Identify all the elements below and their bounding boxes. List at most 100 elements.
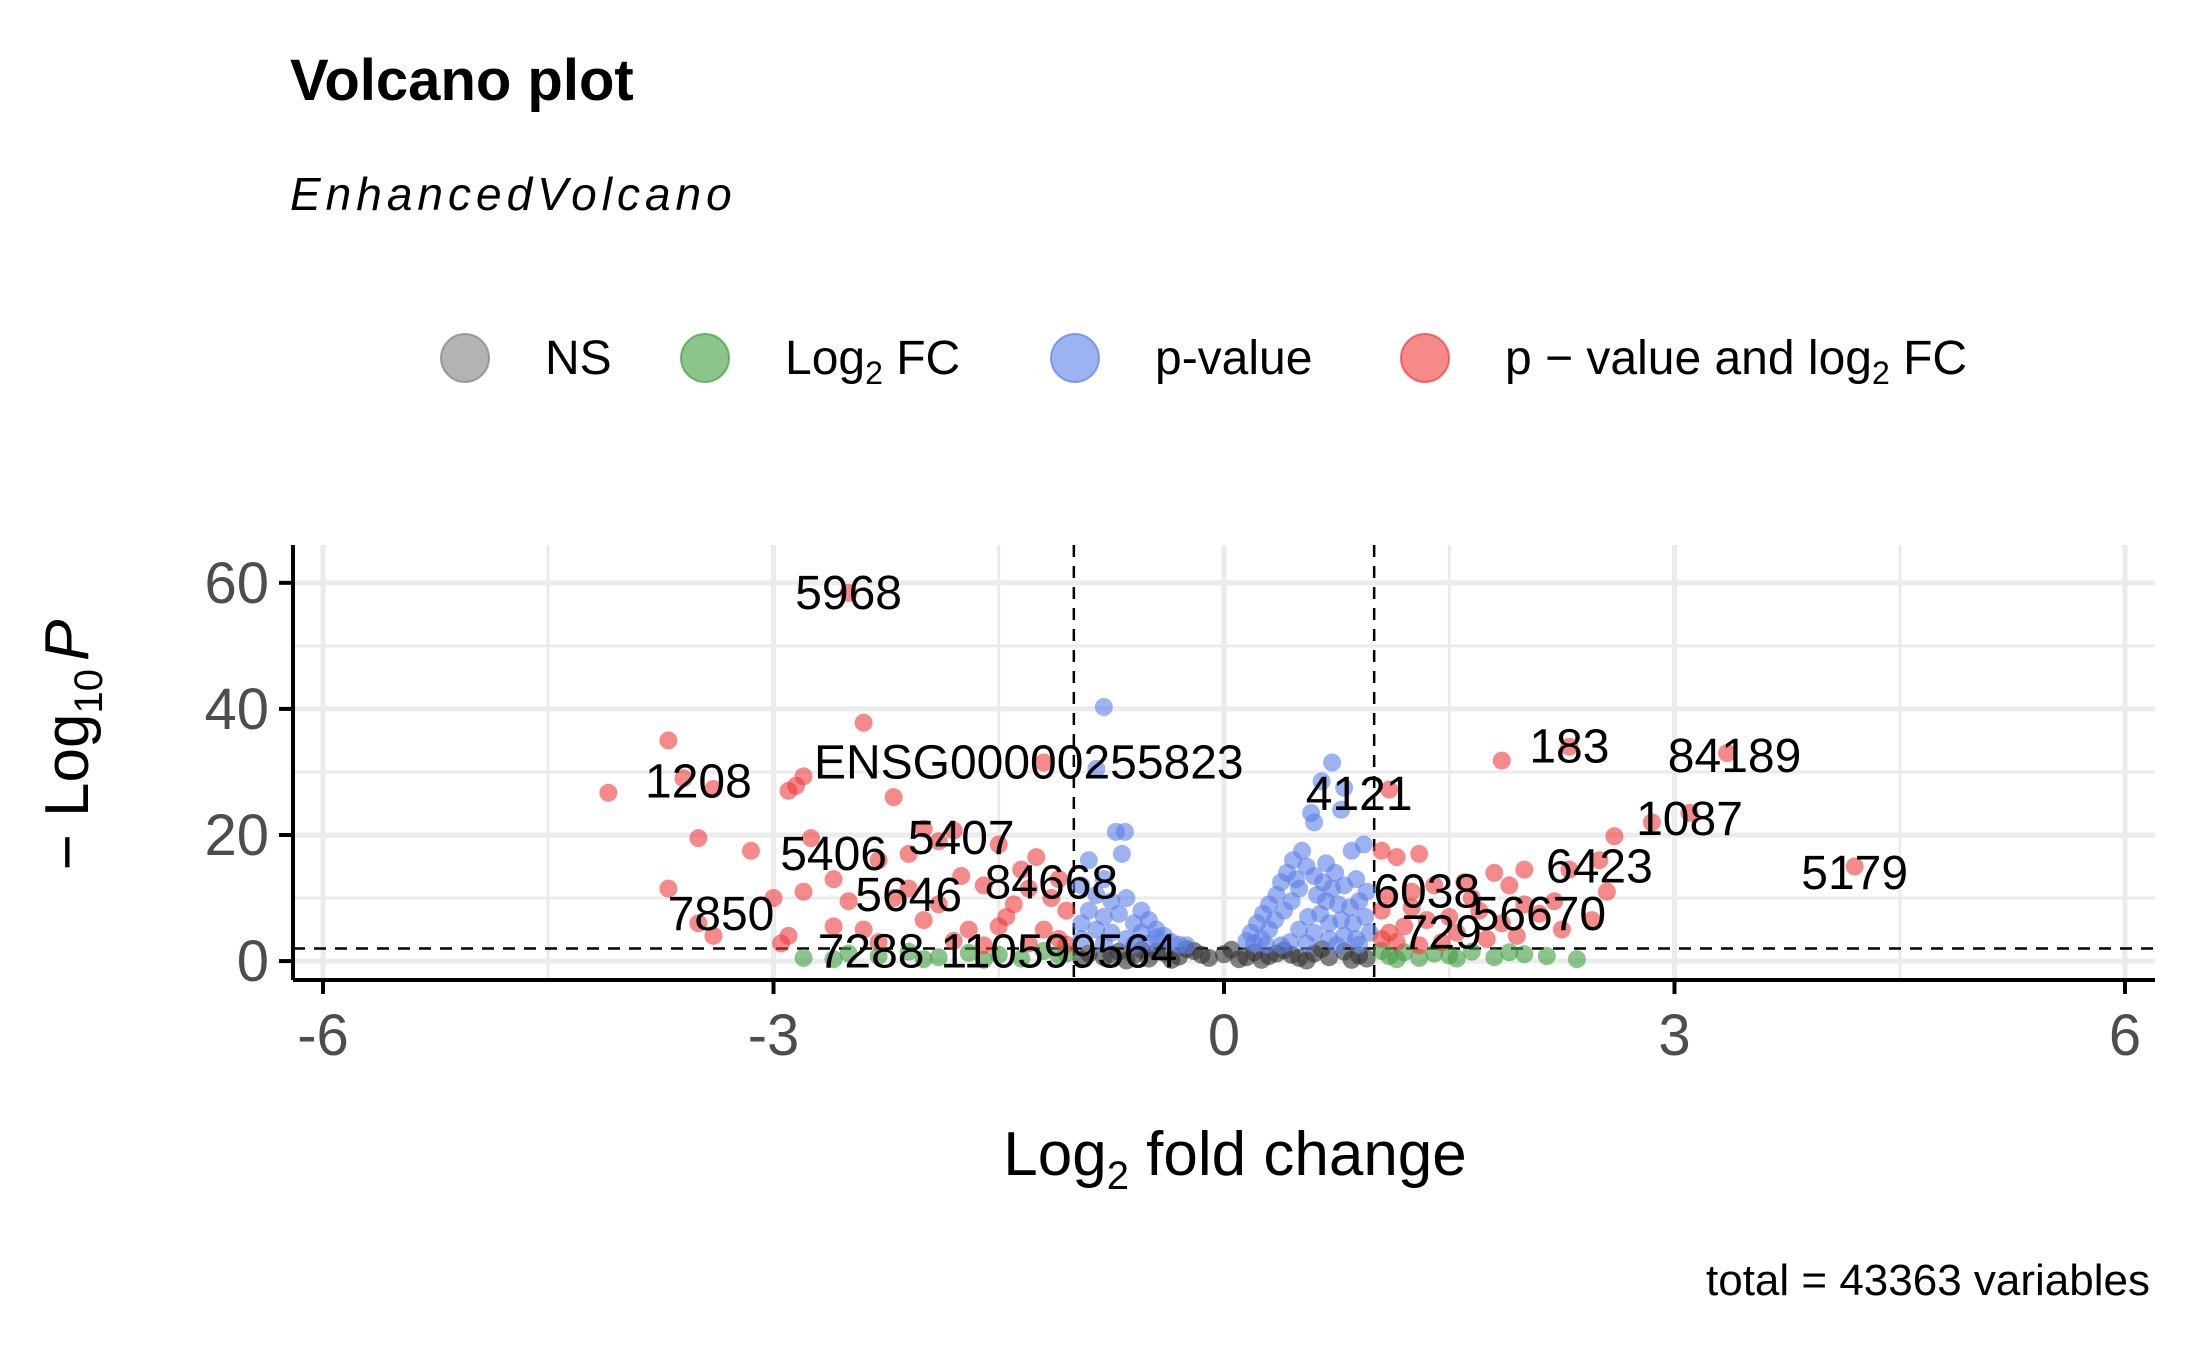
chart-title: Volcano plot: [290, 48, 634, 113]
data-point: [839, 583, 858, 602]
x-tick-label: 0: [1208, 1003, 1240, 1068]
data-point: [824, 870, 843, 889]
x-axis-title-base: Log: [1003, 1120, 1106, 1189]
data-point: [1387, 933, 1406, 952]
data-point: [787, 776, 806, 795]
y-axis-title-italic: P: [33, 620, 102, 661]
data-point: [1440, 907, 1459, 926]
data-point: [1447, 923, 1466, 942]
data-point: [1560, 737, 1579, 756]
data-point: [1462, 942, 1481, 961]
data-point: [1560, 860, 1579, 879]
data-point: [1477, 930, 1496, 949]
data-point: [1530, 904, 1549, 923]
data-point: [1402, 898, 1421, 917]
data-point: [1485, 863, 1504, 882]
data-point: [1357, 949, 1376, 968]
data-point: [1297, 951, 1316, 970]
data-point: [1342, 841, 1361, 860]
data-point: [1425, 876, 1444, 895]
plot-area: 5968 ENSG00000255823 1208 4121 183 84189 1087 5…: [204, 545, 2155, 1068]
data-point: [1117, 889, 1136, 908]
data-point: [1447, 949, 1466, 968]
data-point: [1552, 920, 1571, 939]
data-point: [929, 895, 948, 914]
data-point: [1335, 778, 1354, 797]
data-point: [1387, 950, 1406, 969]
point-label: 5968: [795, 567, 902, 620]
data-point: [1387, 848, 1406, 867]
data-point: [974, 950, 993, 969]
data-point: [989, 835, 1008, 854]
data-point: [952, 866, 971, 885]
data-point: [1034, 942, 1053, 960]
data-point: [1455, 873, 1474, 892]
data-point: [689, 914, 708, 933]
data-point: [1485, 948, 1504, 967]
data-point: [1342, 950, 1361, 969]
data-point: [1372, 930, 1391, 949]
data-point: [1124, 935, 1143, 954]
data-point: [1308, 885, 1327, 904]
point-label: 84189: [1668, 730, 1801, 783]
data-point: [1087, 885, 1106, 904]
data-point: [1372, 901, 1391, 920]
data-point: [1356, 907, 1375, 926]
legend-item-ns: NS: [440, 332, 612, 385]
point-label: 5407: [908, 812, 1015, 865]
data-point: [1680, 803, 1699, 822]
data-point: [1537, 947, 1556, 966]
legend-swatch: [1050, 333, 1100, 383]
data-point: [1432, 933, 1451, 952]
data-point: [929, 948, 948, 967]
data-point: [1290, 920, 1309, 939]
series-log2-fc: [794, 942, 1586, 969]
x-tick-label: 6: [2109, 1003, 2141, 1068]
y-axis-title: − Log10 P: [33, 620, 111, 871]
data-point: [1492, 914, 1511, 933]
data-point: [1237, 931, 1256, 950]
data-point: [989, 945, 1008, 964]
point-label: 1087: [1636, 793, 1743, 846]
data-point: [944, 821, 963, 840]
data-point: [1515, 895, 1534, 914]
y-axis-title-prefix: − Log: [33, 713, 102, 870]
gridlines: [293, 545, 2155, 980]
x-axis-title: Log2 fold change: [1003, 1120, 1467, 1198]
data-point: [772, 934, 791, 953]
data-point: [1332, 800, 1351, 819]
data-point: [1115, 822, 1134, 841]
data-point: [1094, 870, 1113, 889]
data-point: [997, 907, 1016, 926]
data-point: [1072, 876, 1091, 895]
chart-subtitle: EnhancedVolcano: [290, 168, 737, 220]
data-point: [1109, 904, 1128, 923]
y-tick-label: 0: [237, 929, 269, 994]
series-p-value-and-log2-fc: [599, 583, 1864, 955]
data-point: [1034, 920, 1053, 939]
legend-swatch: [680, 333, 730, 383]
legend-item-p-value: p-value: [1050, 332, 1312, 385]
point-label: 6038: [1373, 866, 1480, 919]
data-point: [869, 851, 888, 870]
data-point: [1515, 860, 1534, 879]
point-label: 5646: [855, 869, 962, 922]
legend: NS Log2 FC p-value p − value and log2 FC: [440, 332, 1967, 391]
data-point: [1019, 879, 1038, 898]
point-label: 183: [1529, 721, 1609, 774]
data-point: [1177, 936, 1196, 955]
data-point: [1395, 917, 1414, 936]
point-label: ENSG00000255823: [814, 737, 1244, 790]
data-point: [824, 917, 843, 936]
legend-swatch: [440, 333, 490, 383]
data-point: [1567, 950, 1586, 969]
data-point: [1597, 882, 1616, 901]
data-point: [899, 942, 918, 961]
point-label: 5179: [1801, 847, 1908, 900]
point-label: 729: [1402, 907, 1482, 960]
data-point: [659, 731, 678, 750]
data-point: [1297, 934, 1316, 953]
point-label: 110599564: [940, 926, 1177, 979]
data-point: [1237, 948, 1256, 967]
